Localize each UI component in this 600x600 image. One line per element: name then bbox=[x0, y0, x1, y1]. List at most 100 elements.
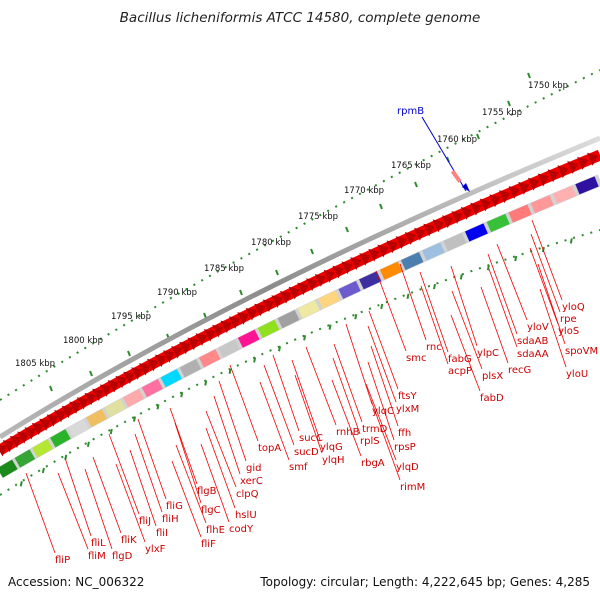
gene-label: fliG bbox=[166, 501, 183, 512]
gene-arrow bbox=[470, 202, 482, 216]
gene-arrow bbox=[39, 418, 51, 431]
cog-segment bbox=[422, 242, 445, 261]
gene-leader-line bbox=[84, 468, 113, 550]
map-title: Bacillus licheniformis ATCC 14580, compl… bbox=[120, 10, 481, 26]
cog-segment bbox=[104, 398, 126, 418]
cog-segment bbox=[123, 388, 145, 408]
gene-arrow bbox=[171, 346, 183, 359]
gene-leader-line bbox=[171, 460, 202, 538]
cog-segment bbox=[530, 195, 554, 214]
genome-summary-text: Topology: circular; Length: 4,222,645 bp… bbox=[259, 575, 590, 589]
gene-leader-line bbox=[218, 380, 247, 462]
gene-arrow bbox=[76, 397, 89, 410]
gene-label: ylqG bbox=[320, 442, 343, 453]
kbp-tick-label: 1755 kbp bbox=[482, 108, 522, 118]
rpmB-gene-marker bbox=[450, 169, 462, 183]
gene-leader-line bbox=[367, 361, 395, 441]
gene-arrow bbox=[350, 257, 362, 270]
annotation-tick bbox=[19, 481, 23, 487]
gene-arrow bbox=[423, 223, 435, 237]
gene-leader-line bbox=[496, 243, 528, 321]
gene-arrow bbox=[2, 440, 14, 453]
gene-arrow bbox=[557, 165, 569, 179]
gene-arrow bbox=[31, 423, 44, 436]
ruler-tick bbox=[527, 72, 531, 79]
annotation-tick bbox=[328, 324, 332, 330]
gene-arrow bbox=[123, 371, 135, 385]
gene-label: recG bbox=[508, 365, 531, 376]
cog-segment bbox=[400, 252, 424, 271]
gene-arrow bbox=[139, 363, 151, 376]
gene-arrow bbox=[203, 329, 216, 342]
ruler-tick bbox=[49, 385, 53, 392]
gene-arrow bbox=[228, 316, 241, 329]
gene-label: ftsY bbox=[398, 391, 417, 402]
gene-arrow bbox=[359, 253, 371, 266]
gene-arrow bbox=[187, 337, 199, 351]
gene-arrow bbox=[527, 177, 540, 191]
annotation-tick bbox=[228, 368, 232, 374]
gene-arrow bbox=[288, 286, 300, 300]
annotation-tick bbox=[109, 428, 113, 435]
gene-arrow bbox=[179, 341, 191, 355]
gene-label: fliH bbox=[162, 514, 179, 525]
annotation-tick bbox=[354, 313, 358, 320]
gene-leader-line bbox=[305, 346, 337, 426]
gene-label: rimM bbox=[400, 482, 425, 493]
gene-leader-line bbox=[419, 271, 449, 353]
ruler-tick bbox=[507, 100, 511, 107]
cog-segment bbox=[198, 349, 221, 368]
gene-arrow bbox=[24, 427, 36, 440]
gene-arrow bbox=[508, 186, 520, 199]
gene-label: fliP bbox=[55, 555, 70, 566]
gene-leader-line bbox=[259, 381, 290, 461]
gene-arrow bbox=[432, 219, 444, 233]
cog-segment bbox=[237, 329, 260, 348]
gene-leader-line bbox=[115, 463, 146, 543]
gene-arrow bbox=[69, 401, 81, 414]
forward-strand-band bbox=[0, 149, 600, 455]
gene-leader-line bbox=[137, 418, 167, 500]
cog-segment bbox=[218, 339, 240, 358]
gene-leader-line bbox=[263, 364, 295, 446]
gene-arrow bbox=[577, 156, 589, 170]
cog-segment bbox=[575, 176, 599, 195]
kbp-tick-label: 1795 kbp bbox=[111, 312, 151, 322]
gene-leader-line bbox=[291, 359, 321, 441]
gene-label: ylpC bbox=[477, 348, 499, 359]
cog-segment bbox=[141, 378, 163, 398]
gene-label: fliM bbox=[88, 551, 106, 562]
gene-arrow bbox=[306, 278, 318, 291]
cog-segment bbox=[552, 185, 577, 204]
gene-arrow bbox=[0, 444, 7, 457]
gene-label: trmD bbox=[362, 424, 388, 435]
gene-leader-line bbox=[399, 263, 427, 341]
gene-label: fabG bbox=[448, 354, 472, 365]
annotation-tick bbox=[380, 303, 384, 310]
gene-arrow bbox=[518, 181, 530, 195]
ruler-tick bbox=[414, 181, 418, 188]
annotation-tick bbox=[156, 404, 160, 410]
gene-label: rbgA bbox=[361, 458, 385, 469]
gene-label: ylqH bbox=[322, 455, 345, 466]
gene-label: acpP bbox=[448, 366, 472, 377]
kbp-tick-label: 1785 kbp bbox=[204, 264, 244, 274]
gene-label: yloQ bbox=[562, 302, 585, 313]
gene-leader-line bbox=[365, 383, 397, 461]
gene-arrow bbox=[451, 211, 463, 224]
gene-leader-line bbox=[200, 443, 230, 523]
annotation-tick bbox=[569, 238, 573, 244]
cog-segment bbox=[443, 232, 467, 252]
gene-arrow bbox=[46, 414, 58, 427]
gene-arrow bbox=[220, 320, 232, 334]
gene-arrow bbox=[587, 152, 599, 166]
gene-label: spoVM bbox=[565, 346, 598, 357]
annotation-tick bbox=[41, 467, 45, 474]
gene-label: rnhB bbox=[336, 427, 360, 438]
gene-leader-line bbox=[25, 472, 56, 554]
gene-leader-line bbox=[294, 374, 323, 454]
cog-track bbox=[0, 174, 600, 479]
gene-leader-line bbox=[487, 253, 518, 335]
gene-leader-line bbox=[368, 310, 399, 390]
cog-segment bbox=[86, 409, 108, 428]
